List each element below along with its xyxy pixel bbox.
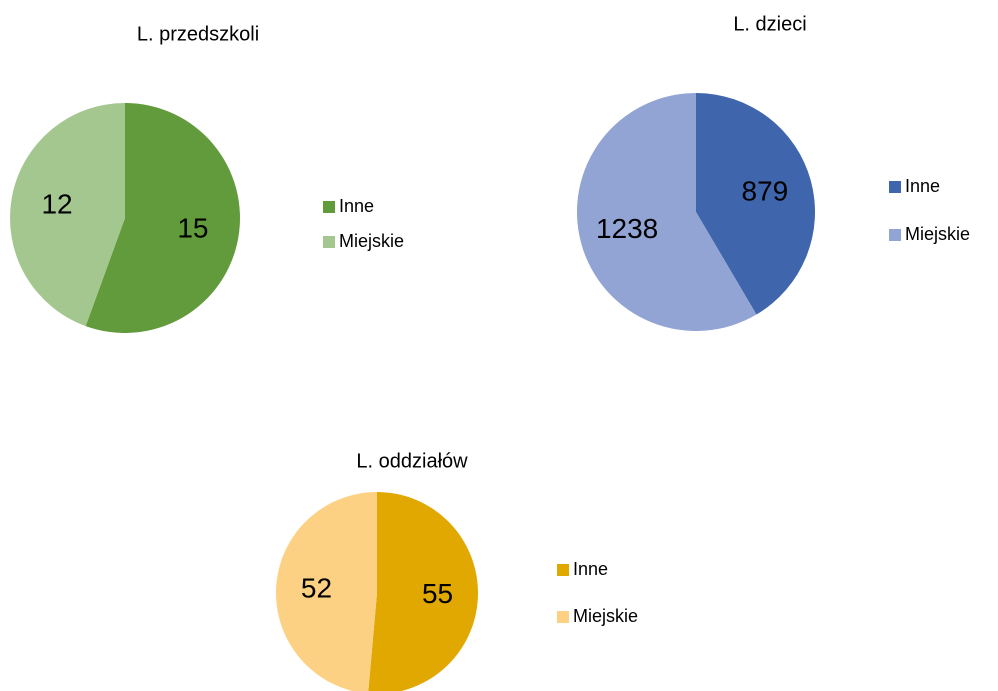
legend-label: Inne — [339, 196, 374, 216]
pie-slice — [368, 492, 479, 691]
pie-slice — [276, 492, 377, 691]
data-label: 52 — [301, 573, 332, 604]
pie-slice — [577, 93, 757, 331]
legend-label: Miejskie — [339, 231, 404, 251]
pie-slice — [85, 103, 241, 333]
data-label: 12 — [41, 188, 72, 219]
legend-label: Miejskie — [905, 224, 970, 244]
legend-label: Inne — [905, 176, 940, 196]
data-label: 879 — [742, 176, 789, 207]
legend-swatch — [557, 564, 569, 576]
legend-swatch — [889, 229, 901, 241]
pie-slice — [696, 93, 816, 315]
data-label: 1238 — [596, 213, 658, 244]
legend-label: Inne — [573, 559, 608, 579]
legend-swatch — [889, 181, 901, 193]
chart-title: L. dzieci — [733, 13, 806, 35]
legend-swatch — [323, 201, 335, 213]
legend-swatch — [557, 611, 569, 623]
chart-title: L. przedszkoli — [137, 23, 259, 45]
pie-slice — [10, 103, 126, 327]
legend-label: Miejskie — [573, 606, 638, 626]
data-label: 15 — [177, 212, 208, 243]
chart-title: L. oddziałów — [356, 450, 468, 472]
legend-swatch — [323, 236, 335, 248]
data-label: 55 — [422, 578, 453, 609]
